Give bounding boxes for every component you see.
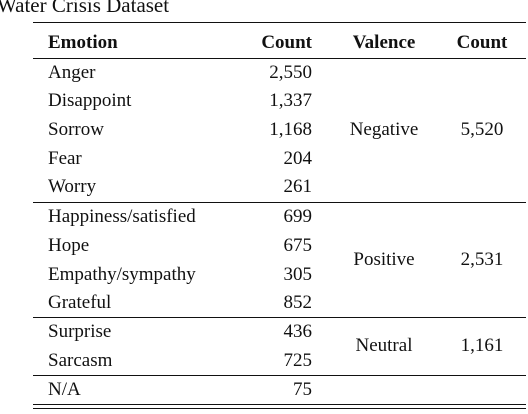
- table-row-emotion: Worry: [48, 176, 97, 197]
- table-row-count: 699: [283, 206, 313, 227]
- group-rule: [33, 375, 526, 376]
- table-row-emotion: Anger: [48, 62, 96, 83]
- bottom-rule: [33, 408, 526, 409]
- table-row-emotion: Sarcasm: [48, 350, 113, 371]
- table-row-emotion: Hope: [48, 235, 90, 256]
- table-row-count: 725: [283, 350, 313, 371]
- table-row-count: 261: [283, 176, 313, 197]
- group-total: 1,161: [460, 335, 504, 356]
- table-caption: Water Crisis Dataset: [0, 0, 170, 17]
- group-valence: Neutral: [355, 335, 413, 356]
- table-row-emotion: N/A: [48, 379, 81, 400]
- table-row-emotion: Sorrow: [48, 119, 104, 140]
- group-rule: [33, 202, 526, 203]
- table-row-emotion: Fear: [48, 148, 82, 169]
- group-valence: Positive: [353, 249, 415, 270]
- header-valence-count: Count: [456, 32, 508, 53]
- table-row-count: 75: [293, 379, 312, 400]
- table-row-emotion: Disappoint: [48, 90, 132, 111]
- table-row-count: 436: [283, 321, 313, 342]
- header-count: Count: [261, 32, 312, 53]
- header-rule: [33, 58, 526, 59]
- table-row-count: 305: [283, 264, 313, 285]
- table-row-count: 1,168: [269, 119, 312, 140]
- group-valence: Negative: [349, 119, 419, 140]
- group-total: 5,520: [460, 119, 504, 140]
- header-valence: Valence: [352, 32, 416, 53]
- table-row-count: 1,337: [269, 90, 312, 111]
- table-row-emotion: Happiness/satisfied: [48, 206, 196, 227]
- bottom-rule: [33, 404, 526, 405]
- table-row-count: 204: [283, 148, 313, 169]
- top-rule: [33, 22, 526, 23]
- table-row-emotion: Empathy/sympathy: [48, 264, 196, 285]
- table-row-emotion: Grateful: [48, 292, 112, 313]
- header-emotion: Emotion: [48, 32, 118, 53]
- group-total: 2,531: [460, 249, 504, 270]
- table-row-count: 2,550: [269, 62, 312, 83]
- table-row-count: 852: [283, 292, 313, 313]
- table-row-emotion: Surprise: [48, 321, 112, 342]
- table-row-count: 675: [283, 235, 313, 256]
- group-rule: [33, 317, 526, 318]
